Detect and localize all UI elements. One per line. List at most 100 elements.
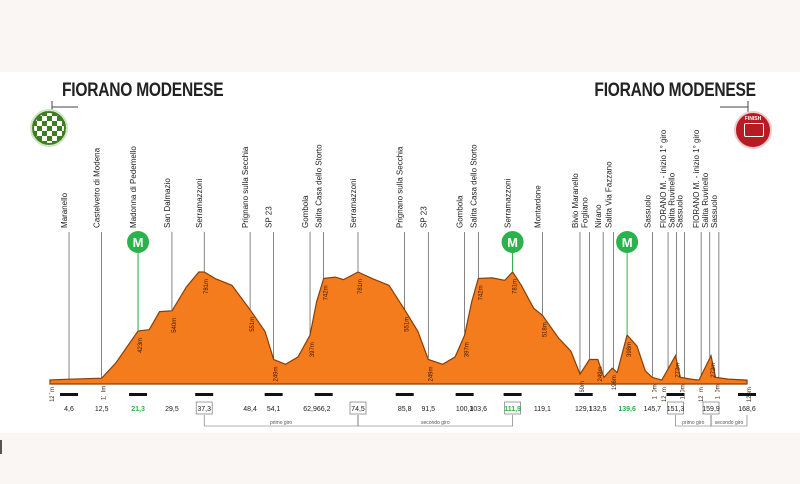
distance-tick bbox=[60, 393, 79, 396]
mountain-sprint-letter: M bbox=[133, 235, 144, 250]
altitude-label: 398m bbox=[627, 342, 633, 357]
place-label: Fogliano bbox=[581, 197, 590, 228]
km-label: 4,6 bbox=[64, 406, 74, 413]
place-label: Salita Casa dello Storto bbox=[469, 144, 478, 228]
edge-marker bbox=[0, 440, 2, 454]
altitude-label: 551m bbox=[250, 317, 256, 332]
lap-brackets: primo giro secondo giro primo giro secondo … bbox=[203, 415, 748, 427]
km-label: 48,4 bbox=[243, 406, 257, 413]
distance-tick bbox=[395, 393, 414, 396]
km-label: 66,2 bbox=[317, 406, 331, 413]
place-label: Sassuolo bbox=[710, 195, 719, 228]
place-label: Salita Ruvinello bbox=[701, 172, 710, 228]
altitude-label: 196m bbox=[612, 375, 618, 390]
place-label: Serramazzoni bbox=[349, 178, 358, 228]
elevation-profile-shape bbox=[49, 271, 748, 385]
km-label: 100,3 bbox=[456, 406, 474, 413]
altitude-label: 742m bbox=[324, 285, 330, 300]
place-label: FIORANO M. - inizio 1° giro bbox=[659, 129, 668, 228]
place-label: Serramazzoni bbox=[195, 178, 204, 228]
altitude-label: 160m bbox=[580, 381, 586, 396]
km-label: 159,9 bbox=[702, 406, 720, 413]
km-labels: 4,6 12,5 21,3 29,5 37,3 48,4 54,1 62,9 66,2 74,5 8… bbox=[64, 401, 756, 415]
altitude-label: 397m bbox=[310, 342, 316, 357]
place-label: Serramazzoni bbox=[504, 178, 513, 228]
top-background-band bbox=[0, 0, 800, 72]
distance-tick bbox=[314, 393, 333, 396]
finish-town-title: FIORANO MODENESE bbox=[594, 80, 757, 101]
place-labels: Maranello Castelvetro di Modena Madonna di… bbox=[60, 129, 719, 228]
km-label: 54,1 bbox=[267, 406, 281, 413]
place-label: Salita Ruvinello bbox=[667, 172, 676, 228]
place-label: Sassuolo bbox=[643, 195, 652, 228]
place-label: Bivio Maranello bbox=[571, 173, 580, 228]
mountain-sprint-icon bbox=[501, 231, 524, 253]
place-label: Castelvetro di Modena bbox=[93, 147, 102, 228]
place-label: Madonna di Pedemello bbox=[129, 146, 138, 228]
altitude-label: 781m bbox=[358, 279, 364, 294]
km-box bbox=[349, 401, 367, 415]
distance-tick bbox=[195, 393, 214, 396]
altitude-label: 397m bbox=[465, 342, 471, 357]
place-label: Prignano sulla Secchia bbox=[241, 146, 250, 228]
place-label: Maranello bbox=[60, 192, 69, 228]
place-label: Salita Casa dello Storto bbox=[315, 144, 324, 228]
place-label: FIORANO M. - inizio 1° giro bbox=[692, 129, 701, 228]
place-label: Gombola bbox=[456, 195, 465, 228]
altitude-label: 272m bbox=[711, 363, 717, 378]
altitude-label: 249m bbox=[274, 366, 280, 381]
km-label: 85,8 bbox=[398, 406, 412, 413]
mountain-sprint-letter: M bbox=[507, 235, 518, 250]
mountain-sprint-icon bbox=[616, 231, 639, 253]
distance-tick bbox=[618, 393, 637, 396]
km-label: 168,6 bbox=[738, 406, 756, 413]
distance-tick bbox=[264, 393, 283, 396]
finish-badge-label: FINISH bbox=[744, 116, 762, 122]
km-label: 21,3 bbox=[131, 406, 145, 413]
altitude-label: 249m bbox=[598, 366, 604, 381]
altitude-label: 781m bbox=[513, 279, 519, 294]
km-label: 111,9 bbox=[504, 406, 521, 413]
km-label: 37,3 bbox=[197, 406, 211, 413]
km-label: 12,5 bbox=[95, 406, 109, 413]
mountain-sprint-letter: M bbox=[622, 235, 633, 250]
km-label: 132,5 bbox=[589, 406, 607, 413]
distance-tick bbox=[455, 393, 474, 396]
altitude-label: 781m bbox=[204, 279, 210, 294]
mountain-sprint-icon bbox=[127, 231, 150, 253]
km-label: 119,1 bbox=[534, 406, 551, 413]
lap-bracket bbox=[357, 415, 513, 427]
place-label: Prignano sulla Secchia bbox=[396, 146, 405, 228]
distance-axis bbox=[50, 392, 756, 396]
km-label: 29,5 bbox=[165, 406, 179, 413]
altitude-label: 742m bbox=[478, 285, 484, 300]
km-label: 145,7 bbox=[644, 406, 662, 413]
altitude-label: 518m bbox=[542, 322, 548, 337]
start-flag-icon bbox=[30, 109, 68, 147]
place-label: Salita Via Fazzano bbox=[605, 161, 614, 228]
altitude-label: 551m bbox=[405, 317, 411, 332]
start-town-title: FIORANO MODENESE bbox=[62, 80, 224, 101]
lap-label: primo giro bbox=[270, 420, 292, 426]
altitude-label: 140m bbox=[652, 384, 658, 399]
bottom-background-band bbox=[0, 433, 800, 484]
distance-tick bbox=[738, 393, 756, 396]
distance-tick bbox=[574, 393, 593, 396]
elevation-area bbox=[49, 271, 748, 385]
km-box bbox=[702, 401, 720, 415]
km-label: 129,1 bbox=[575, 406, 593, 413]
distance-tick bbox=[666, 393, 685, 396]
altitude-label: 540m bbox=[172, 318, 178, 333]
distance-tick bbox=[503, 393, 522, 396]
lap-label: secondo giro bbox=[715, 420, 744, 426]
place-label: SP 23 bbox=[419, 206, 428, 228]
altitude-label: 272m bbox=[676, 363, 682, 378]
km-label: 91,5 bbox=[421, 406, 435, 413]
place-label: Gombola bbox=[301, 195, 310, 228]
lap-bracket bbox=[710, 415, 748, 427]
finish-flag-icon: FINISH bbox=[734, 111, 772, 149]
lap-label: primo giro bbox=[682, 420, 704, 426]
finish-banner-shape bbox=[744, 123, 764, 137]
